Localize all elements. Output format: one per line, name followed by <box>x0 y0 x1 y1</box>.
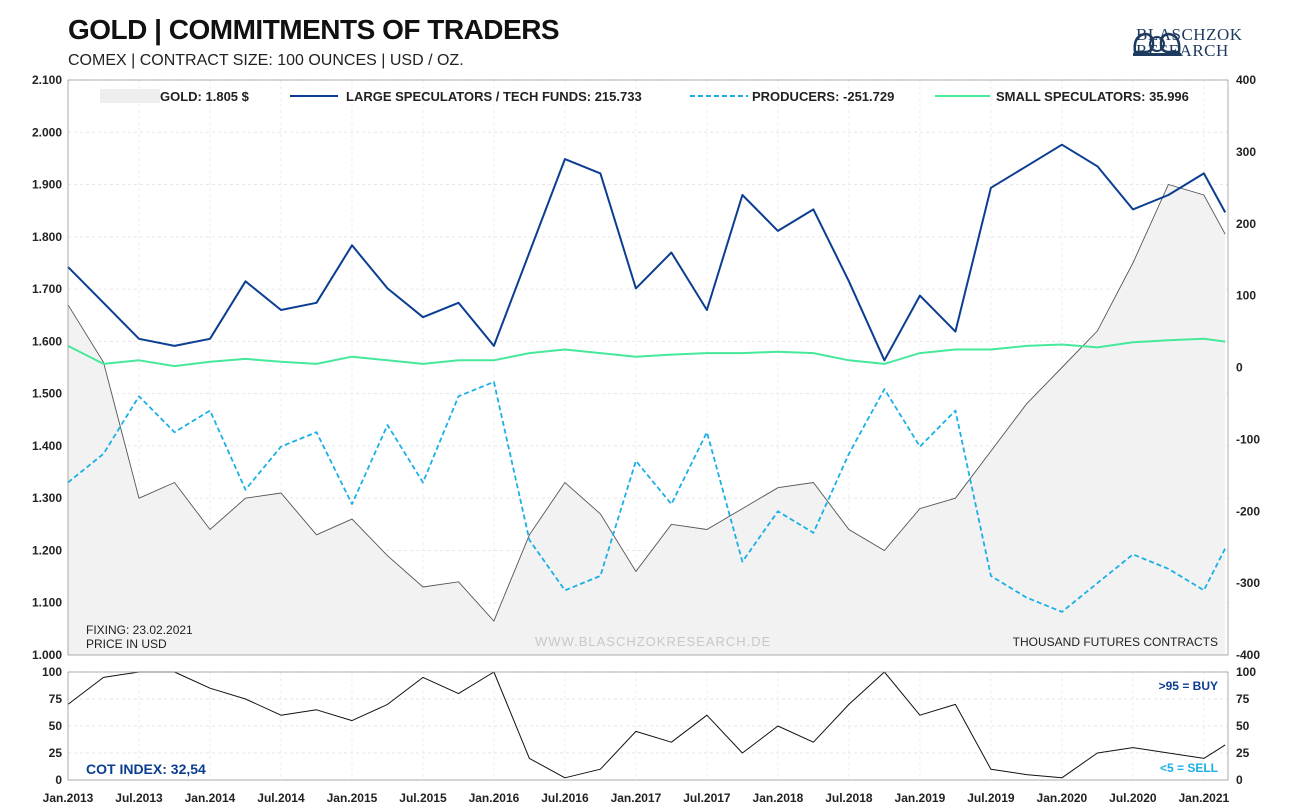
index-plot-frame <box>67 671 1229 781</box>
series-lines <box>67 143 1227 613</box>
main-plot-frame <box>67 79 1229 656</box>
legend: GOLD: 1.805 $ LARGE SPECULATORS / TECH F… <box>100 89 1189 104</box>
index-left-tick-label: 75 <box>49 692 63 706</box>
cot-index-line-group <box>67 671 1226 779</box>
small-specs-line <box>67 337 1226 368</box>
large-specs-line <box>67 143 1227 362</box>
gold-price-area <box>67 183 1226 655</box>
chart-subtitle: COMEX | CONTRACT SIZE: 100 OUNCES | USD … <box>68 52 464 69</box>
left-tick-label: 1.800 <box>32 230 62 244</box>
right-tick-label: -300 <box>1236 576 1260 590</box>
left-tick-label: 1.200 <box>32 543 62 557</box>
right-tick-label: -100 <box>1236 432 1260 446</box>
index-left-tick-label: 50 <box>49 719 63 733</box>
index-left-tick-label: 100 <box>42 665 62 679</box>
right-tick-label: 400 <box>1236 73 1256 87</box>
legend-label-gold: GOLD: 1.805 $ <box>160 89 250 104</box>
gold-area <box>68 184 1226 655</box>
x-tick-label: Jan.2015 <box>327 791 378 805</box>
producers-line <box>67 381 1227 613</box>
x-tick-label: Jan.2017 <box>611 791 662 805</box>
left-tick-label: 1.300 <box>32 491 62 505</box>
x-tick-label: Jul.2018 <box>825 791 873 805</box>
legend-label-large-specs: LARGE SPECULATORS / TECH FUNDS: 215.733 <box>346 89 642 104</box>
left-tick-label: 1.000 <box>32 648 62 662</box>
x-tick-label: Jul.2015 <box>399 791 447 805</box>
gold-price-line <box>67 183 1226 622</box>
left-tick-label: 2.100 <box>32 73 62 87</box>
index-right-tick-label: 75 <box>1236 692 1250 706</box>
sell-rule-label: <5 = SELL <box>1160 761 1218 775</box>
left-tick-label: 2.000 <box>32 125 62 139</box>
right-tick-label: -200 <box>1236 504 1260 518</box>
x-tick-label: Jul.2020 <box>1109 791 1157 805</box>
chart-title: GOLD | COMMITMENTS OF TRADERS <box>68 14 560 45</box>
watermark: WWW.BLASCHZOKRESEARCH.DE <box>535 634 771 649</box>
x-tick-label: Jul.2017 <box>683 791 731 805</box>
fixing-note: FIXING: 23.02.2021 <box>86 623 193 637</box>
right-tick-label: 0 <box>1236 361 1243 375</box>
right-unit-note: THOUSAND FUTURES CONTRACTS <box>1013 635 1218 649</box>
right-tick-label: 200 <box>1236 217 1256 231</box>
index-right-tick-label: 25 <box>1236 746 1250 760</box>
x-tick-label: Jan.2018 <box>753 791 804 805</box>
cot-index-value: COT INDEX: 32,54 <box>86 761 206 777</box>
right-tick-label: 100 <box>1236 289 1256 303</box>
brand-logo-icon <box>1133 32 1181 56</box>
right-axis-ticks: 400 300 200 100 0 -100 -200 -300 -400 <box>1236 73 1260 662</box>
brand-logo: BLASCHZOK RESEARCH <box>1136 25 1243 60</box>
cot-index-line <box>67 671 1226 779</box>
x-tick-label: Jul.2019 <box>967 791 1015 805</box>
x-tick-label: Jul.2016 <box>541 791 589 805</box>
x-tick-label: Jan.2021 <box>1179 791 1230 805</box>
index-right-tick-label: 50 <box>1236 719 1250 733</box>
x-tick-label: Jan.2016 <box>469 791 520 805</box>
left-tick-label: 1.600 <box>32 334 62 348</box>
brand-name-bottom: RESEARCH <box>1136 41 1229 60</box>
left-tick-label: 1.400 <box>32 439 62 453</box>
legend-swatch-gold <box>100 89 160 103</box>
index-left-tick-label: 0 <box>55 773 62 787</box>
legend-label-producers: PRODUCERS: -251.729 <box>752 89 894 104</box>
x-tick-label: Jul.2013 <box>115 791 163 805</box>
index-gridlines <box>67 671 1228 781</box>
buy-rule-label: >95 = BUY <box>1159 679 1218 693</box>
x-tick-label: Jan.2020 <box>1037 791 1088 805</box>
x-tick-label: Jan.2014 <box>185 791 236 805</box>
index-right-tick-label: 100 <box>1236 665 1256 679</box>
index-axis-ticks: 100 100 75 75 50 50 25 25 0 0 <box>42 665 1256 787</box>
legend-label-small-specs: SMALL SPECULATORS: 35.996 <box>996 89 1189 104</box>
x-tick-label: Jan.2013 <box>43 791 94 805</box>
left-tick-label: 1.100 <box>32 596 62 610</box>
price-unit-note: PRICE IN USD <box>86 637 167 651</box>
right-tick-label: 300 <box>1236 145 1256 159</box>
right-tick-label: -400 <box>1236 648 1260 662</box>
left-tick-label: 1.900 <box>32 178 62 192</box>
left-axis-ticks: 2.100 2.000 1.900 1.800 1.700 1.600 1.500 1.400… <box>32 73 62 662</box>
left-tick-label: 1.500 <box>32 387 62 401</box>
x-tick-label: Jan.2019 <box>895 791 946 805</box>
x-tick-label: Jul.2014 <box>257 791 305 805</box>
left-tick-label: 1.700 <box>32 282 62 296</box>
index-right-tick-label: 0 <box>1236 773 1243 787</box>
index-left-tick-label: 25 <box>49 746 63 760</box>
x-axis-ticks: Jan.2013 Jul.2013 Jan.2014 Jul.2014 Jan.2015… <box>43 791 1230 805</box>
brand-name-top: BLASCHZOK <box>1136 25 1243 44</box>
